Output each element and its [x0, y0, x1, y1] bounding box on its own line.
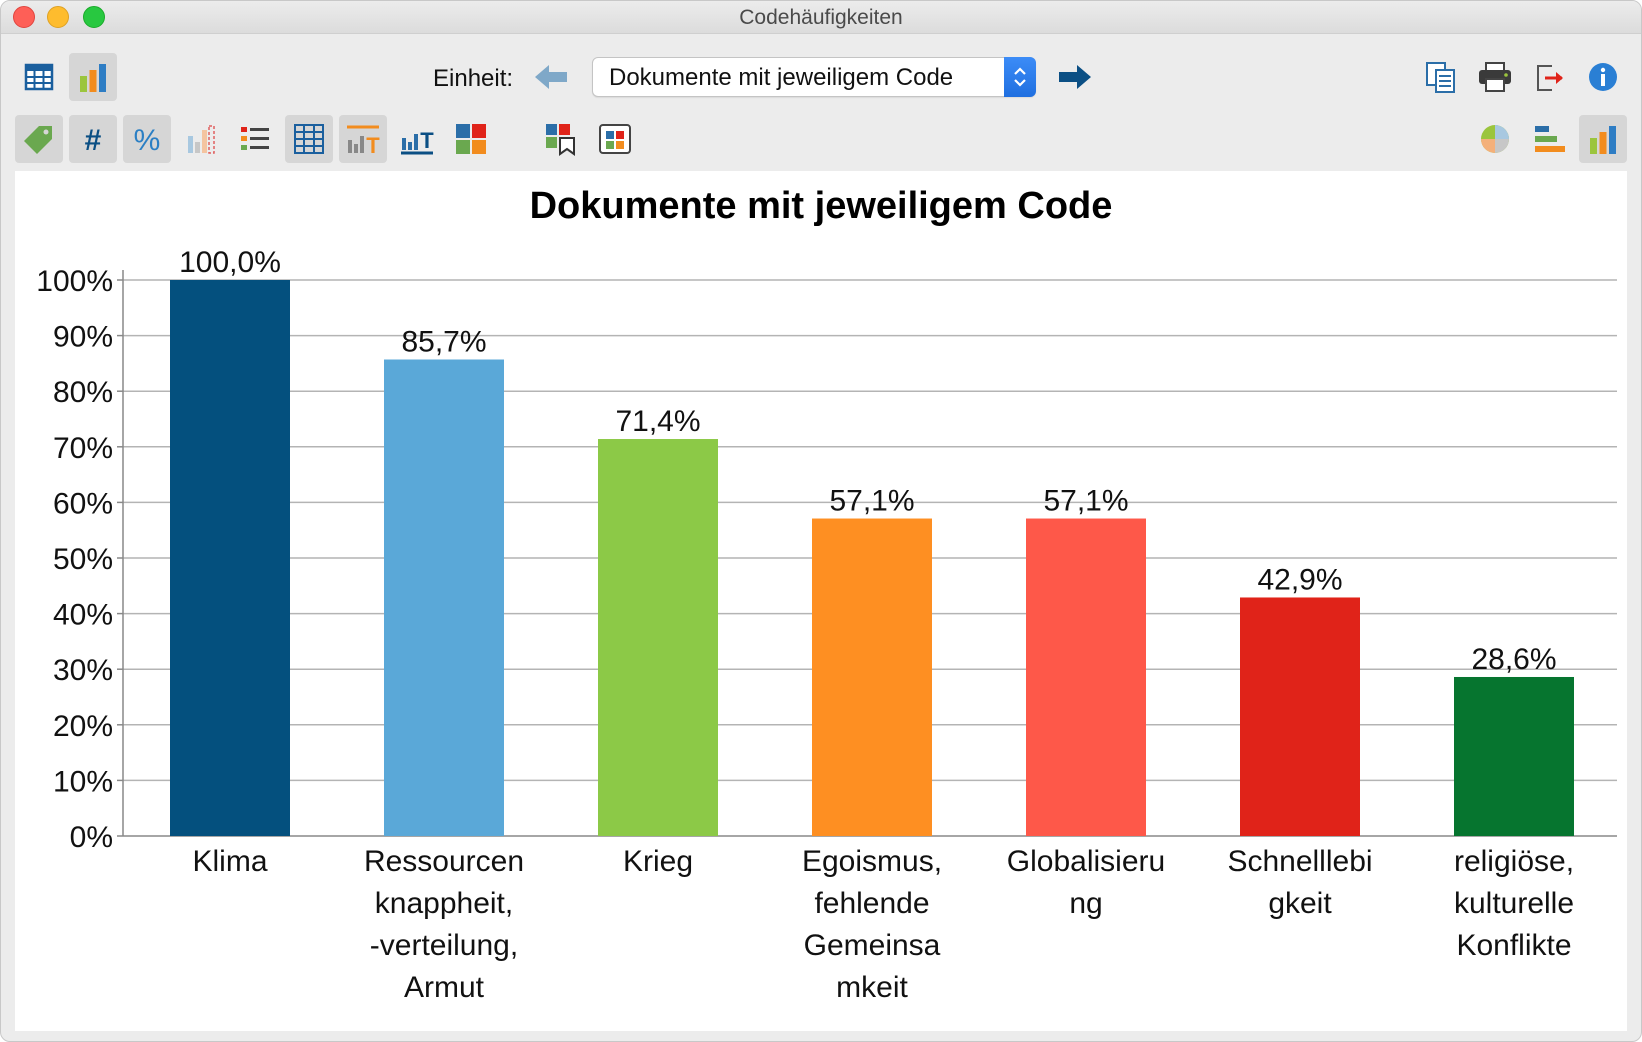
maximize-window-button[interactable]: [83, 6, 105, 28]
table-view-icon: [24, 63, 54, 91]
arrow-right-icon: [1059, 65, 1091, 89]
vertical-bar-icon: [1590, 126, 1616, 154]
window-colors-button[interactable]: [591, 115, 639, 163]
next-unit-button[interactable]: [1051, 53, 1099, 101]
x-category-label: Ressourcen knappheit, -verteilung, Armut: [363, 845, 525, 1004]
svg-text:#: #: [85, 124, 102, 155]
x-category-label: religiöse, kulturelle Konflikte: [1453, 845, 1575, 962]
info-button[interactable]: [1579, 53, 1627, 101]
y-tick-label: 30%: [53, 654, 113, 687]
list-icon: [241, 127, 269, 150]
export-button[interactable]: [1525, 53, 1573, 101]
data-label: 57,1%: [829, 485, 914, 518]
data-label: 42,9%: [1257, 563, 1342, 596]
horizontal-bar-icon: [1535, 126, 1565, 152]
export-icon: [1537, 65, 1563, 91]
y-tick-label: 100%: [36, 265, 113, 298]
print-button[interactable]: [1471, 53, 1519, 101]
x-category-label: Globalisieru ng: [1006, 845, 1166, 920]
x-category-label: Egoismus, fehlende Gemeinsa mkeit: [801, 845, 943, 1004]
x-category-label: Krieg: [622, 845, 694, 878]
tag-button[interactable]: [15, 115, 63, 163]
copy-button[interactable]: [1417, 53, 1465, 101]
y-tick-label: 20%: [53, 710, 113, 743]
horizontal-bar-button[interactable]: [1525, 115, 1573, 163]
color-squares-bookmark-icon: [546, 124, 575, 156]
data-label: 57,1%: [1043, 485, 1128, 518]
copy-icon: [1426, 62, 1455, 93]
window-title: Codehäufigkeiten: [739, 6, 903, 29]
chart-title: Dokumente mit jeweiligem Code: [529, 185, 1113, 227]
minimize-window-button[interactable]: [47, 6, 69, 28]
bar: [384, 359, 504, 836]
pie-chart-button[interactable]: [1471, 115, 1519, 163]
chart-area: Dokumente mit jeweiligem Code 0% 10% 20% 30…: [15, 171, 1627, 1031]
vertical-bar-button[interactable]: [1579, 115, 1627, 163]
color-scheme-button[interactable]: [537, 115, 585, 163]
percent-button[interactable]: %: [123, 115, 171, 163]
absolute-count-button[interactable]: #: [69, 115, 117, 163]
close-window-button[interactable]: [13, 6, 35, 28]
y-tick-label: 40%: [53, 599, 113, 632]
unit-select[interactable]: Dokumente mit jeweiligem Code: [592, 57, 1036, 97]
print-icon: [1479, 62, 1511, 92]
bar-text-underline-icon: T: [401, 128, 434, 155]
data-label: 71,4%: [615, 405, 700, 438]
y-tick-label: 70%: [53, 432, 113, 465]
bar-outline-icon: [188, 125, 215, 154]
unit-select-value: Dokumente mit jeweiligem Code: [609, 64, 954, 91]
bar: [1026, 518, 1146, 836]
y-tick-label: 10%: [53, 765, 113, 798]
x-category-label: Klima: [192, 845, 268, 878]
bar: [812, 518, 932, 836]
y-tick-label: 90%: [53, 321, 113, 354]
bar: [170, 280, 290, 836]
bar-outline-button[interactable]: [177, 115, 225, 163]
data-label: 100,0%: [179, 246, 281, 279]
svg-text:T: T: [420, 128, 434, 153]
unit-label: Einheit:: [433, 65, 514, 92]
percent-icon: %: [134, 124, 161, 155]
y-tick-label: 80%: [53, 376, 113, 409]
list-button[interactable]: [231, 115, 279, 163]
bar-text-button[interactable]: T: [339, 115, 387, 163]
y-tick-label: 0%: [70, 821, 113, 854]
bar-text-underline-button[interactable]: T: [393, 115, 441, 163]
x-category-label: Schnelllebi gkeit: [1227, 845, 1373, 920]
window-squares-icon: [599, 124, 631, 154]
select-stepper-icon: [1004, 57, 1036, 97]
bar: [1240, 597, 1360, 836]
svg-text:T: T: [366, 133, 380, 156]
y-tick-label: 60%: [53, 487, 113, 520]
grid-icon: [294, 124, 324, 154]
bar-chart: 0% 10% 20% 30% 40% 50% 60% 70% 80% 90% 100% 100,0% 8…: [36, 246, 1617, 854]
tag-icon: [24, 126, 52, 154]
chart-view-icon: [80, 64, 106, 92]
hash-icon: #: [85, 124, 102, 155]
svg-text:%: %: [134, 124, 161, 155]
info-icon: [1589, 63, 1617, 91]
colors-button[interactable]: [447, 115, 495, 163]
bar: [598, 439, 718, 836]
y-tick-label: 50%: [53, 543, 113, 576]
bar: [1454, 676, 1574, 836]
table-view-button[interactable]: [15, 53, 63, 101]
pie-chart-icon: [1481, 125, 1509, 153]
title-bar: Codehäufigkeiten: [1, 1, 1641, 34]
gridlines-button[interactable]: [285, 115, 333, 163]
chart-view-button[interactable]: [69, 53, 117, 101]
bar-text-icon: T: [347, 125, 380, 156]
previous-unit-button[interactable]: [527, 53, 575, 101]
color-squares-icon: [456, 124, 486, 154]
arrow-left-icon: [535, 65, 567, 89]
data-label: 28,6%: [1471, 643, 1556, 676]
data-label: 85,7%: [401, 326, 486, 359]
